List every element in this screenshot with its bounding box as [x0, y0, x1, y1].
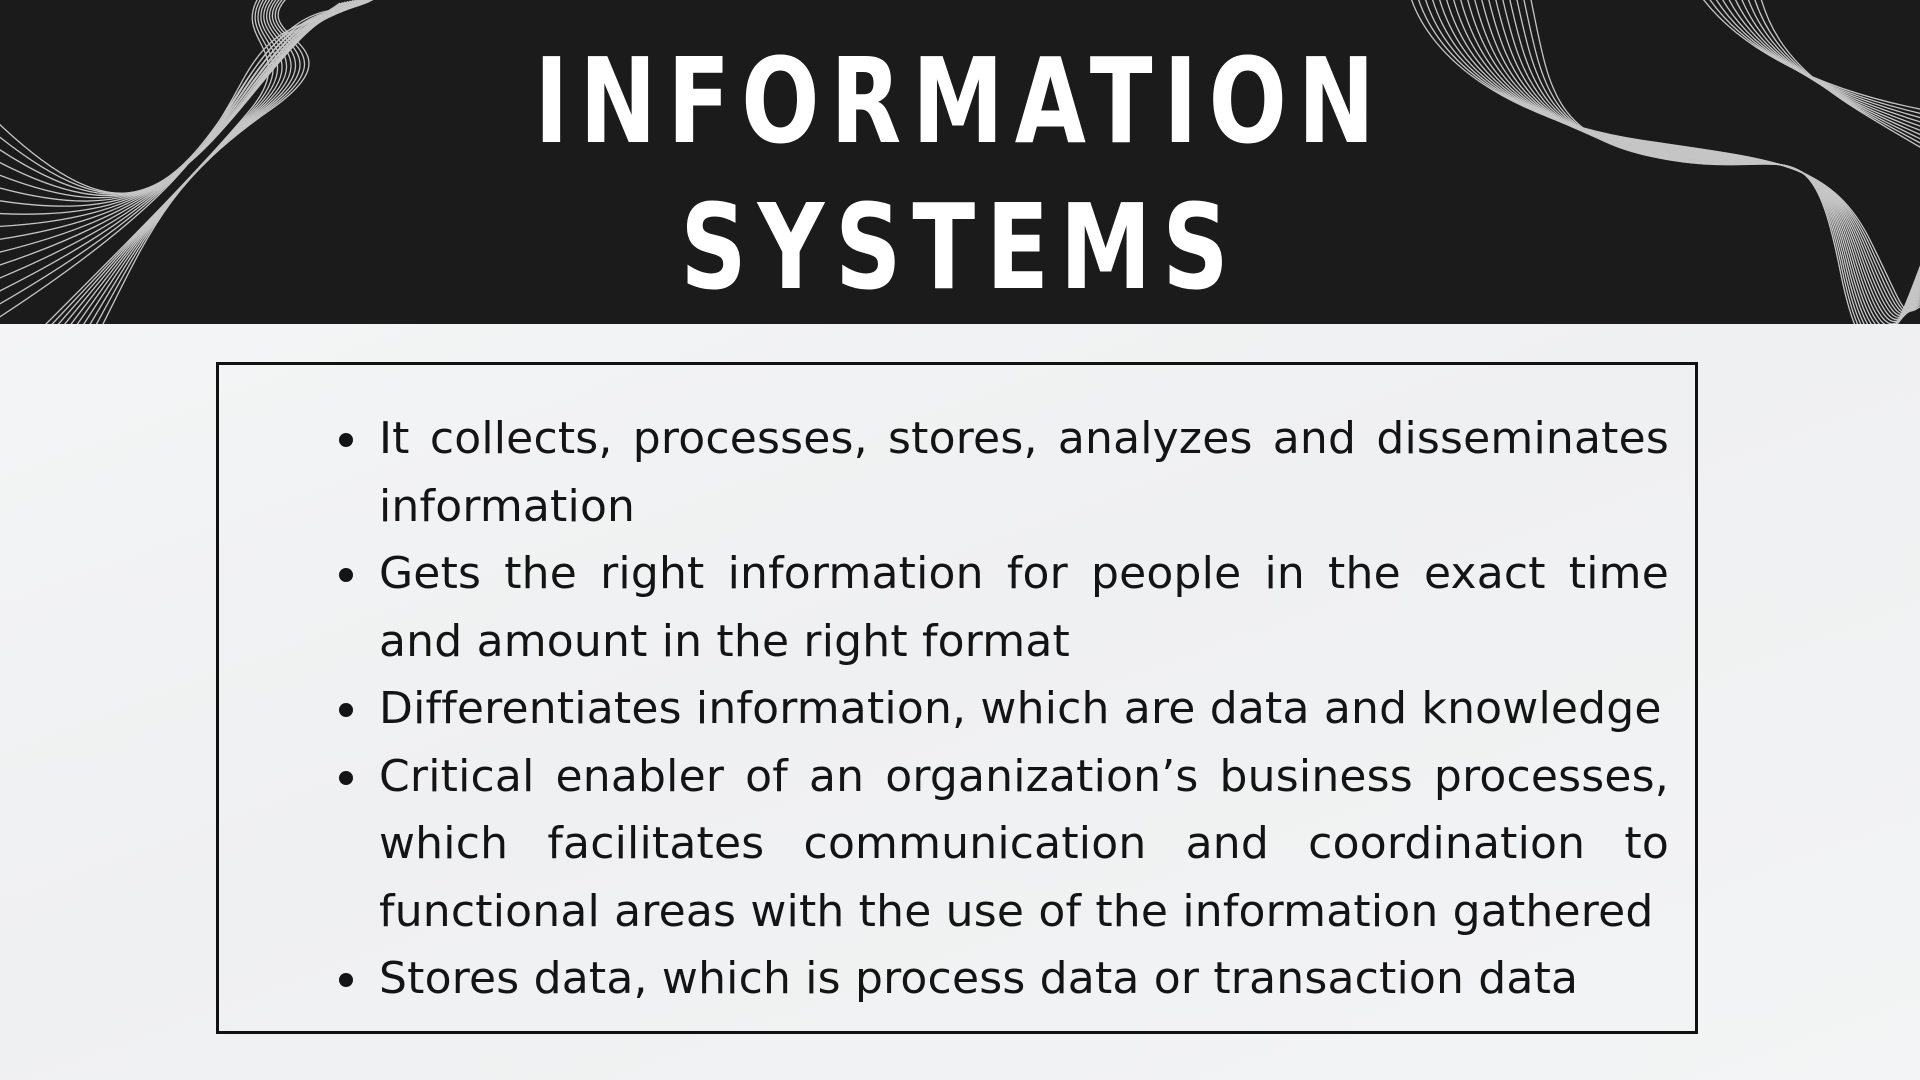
- bullet-dot-icon: [339, 568, 353, 582]
- header-band: INFORMATION SYSTEMS: [0, 0, 1920, 324]
- bullet-text: Gets the right information for people in…: [379, 548, 1669, 667]
- bullet-list: It collects, processes, stores, analyzes…: [339, 405, 1669, 1013]
- wave-lines-icon: [1411, 0, 1920, 324]
- list-item: Stores data, which is process data or tr…: [339, 945, 1669, 1013]
- bullet-text: It collects, processes, stores, analyzes…: [379, 413, 1669, 532]
- wave-lines-icon: [0, 0, 374, 324]
- title-line-2: SYSTEMS: [680, 178, 1240, 316]
- list-item: Gets the right information for people in…: [339, 540, 1669, 675]
- bullet-text: Differentiates information, which are da…: [379, 683, 1662, 734]
- bullet-text: Critical enabler of an organization’s bu…: [379, 750, 1669, 937]
- bullet-dot-icon: [339, 433, 353, 447]
- page-title: INFORMATION SYSTEMS: [0, 28, 1920, 320]
- bullet-text: Stores data, which is process data or tr…: [379, 953, 1579, 1004]
- bullet-dot-icon: [339, 703, 353, 717]
- list-item: Differentiates information, which are da…: [339, 675, 1669, 743]
- list-item: It collects, processes, stores, analyzes…: [339, 405, 1669, 540]
- bullet-dot-icon: [339, 770, 353, 785]
- bullet-dot-icon: [339, 973, 353, 987]
- content-box: It collects, processes, stores, analyzes…: [216, 362, 1698, 1034]
- list-item: Critical enabler of an organization’s bu…: [339, 743, 1669, 946]
- title-line-1: INFORMATION: [534, 32, 1386, 170]
